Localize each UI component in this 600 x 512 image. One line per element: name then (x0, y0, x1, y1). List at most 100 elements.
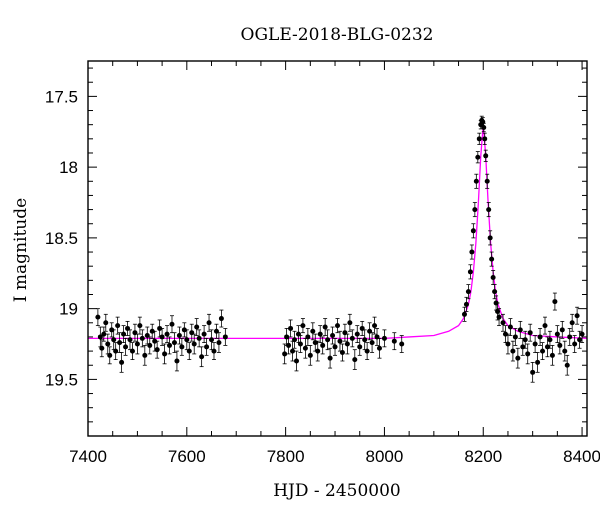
data-marker (105, 341, 111, 347)
data-marker (218, 316, 224, 322)
tick-labels: 7400 7600 7800 8000 8200 8400 17.5 18 18.5 19 19.5 (45, 87, 600, 466)
data-marker (574, 313, 580, 319)
data-point (305, 328, 311, 346)
data-marker (522, 337, 528, 343)
data-point (154, 340, 160, 359)
data-marker (349, 335, 355, 341)
data-marker (199, 354, 205, 360)
data-marker (527, 330, 533, 336)
data-marker (222, 334, 228, 340)
data-point (103, 313, 109, 332)
data-point (113, 342, 119, 360)
data-marker (164, 331, 170, 337)
data-point (325, 329, 331, 351)
data-point (540, 342, 546, 360)
data-point (472, 202, 478, 218)
data-marker (97, 334, 103, 340)
data-point (552, 292, 558, 311)
data-marker (179, 344, 185, 350)
data-marker (113, 348, 119, 354)
data-marker (139, 335, 145, 341)
data-point (216, 332, 222, 353)
data-point (101, 326, 107, 342)
data-marker (572, 341, 578, 347)
data-marker (473, 178, 479, 184)
data-point (123, 337, 129, 356)
data-point (500, 313, 506, 332)
data-marker (472, 207, 478, 213)
data-marker (307, 352, 313, 358)
data-point (206, 313, 212, 332)
data-marker (552, 299, 558, 305)
data-point (530, 362, 536, 383)
data-marker (186, 348, 192, 354)
data-marker (369, 340, 375, 346)
data-marker (169, 321, 175, 327)
data-point (292, 330, 298, 349)
y-tick-label: 19.5 (45, 370, 78, 389)
data-marker (154, 347, 160, 353)
data-point (572, 335, 578, 353)
data-point (391, 332, 397, 351)
data-point (486, 202, 492, 218)
data-marker (515, 355, 521, 361)
data-point (293, 350, 299, 372)
data-point (354, 325, 360, 344)
data-marker (469, 249, 475, 255)
data-point (461, 306, 467, 322)
data-point (532, 335, 538, 353)
data-marker (176, 333, 182, 339)
data-marker (483, 153, 489, 159)
data-marker (579, 331, 585, 337)
y-tick-label: 18.5 (45, 229, 78, 248)
data-marker (337, 338, 343, 344)
data-point (312, 333, 318, 352)
data-point (517, 320, 523, 339)
data-marker (347, 320, 353, 326)
data-point (302, 337, 308, 359)
data-point (317, 325, 323, 344)
data-marker (354, 331, 360, 337)
data-point (369, 332, 375, 353)
data-marker (475, 154, 481, 160)
data-point (176, 326, 182, 345)
data-point (349, 329, 355, 348)
data-point (115, 316, 121, 335)
data-marker (502, 331, 508, 337)
data-point (562, 340, 568, 362)
data-marker (317, 331, 323, 337)
data-marker (95, 314, 101, 320)
data-point (492, 284, 498, 300)
data-marker (517, 327, 523, 333)
data-marker (137, 323, 143, 329)
data-marker (127, 337, 133, 343)
data-marker (184, 337, 190, 343)
data-point (159, 328, 165, 346)
data-marker (152, 338, 158, 344)
data-marker (129, 348, 135, 354)
data-point (559, 320, 565, 339)
data-point (147, 336, 153, 355)
data-marker (549, 352, 555, 358)
data-marker (117, 340, 123, 346)
data-point (127, 329, 133, 351)
data-marker (292, 337, 298, 343)
data-marker (204, 344, 210, 350)
data-point (364, 342, 370, 360)
data-point (134, 333, 140, 355)
data-point (142, 345, 148, 366)
data-point (99, 339, 105, 358)
data-marker (206, 320, 212, 326)
data-point (222, 328, 228, 346)
data-marker (322, 324, 328, 330)
x-tick-label: 8200 (464, 447, 502, 466)
data-marker (391, 338, 397, 344)
data-marker (564, 362, 570, 368)
data-point (196, 329, 202, 348)
data-point (344, 333, 350, 355)
data-marker (537, 334, 543, 340)
data-point (515, 347, 521, 369)
data-point (569, 313, 575, 332)
data-point (169, 315, 175, 334)
data-marker (569, 320, 575, 326)
